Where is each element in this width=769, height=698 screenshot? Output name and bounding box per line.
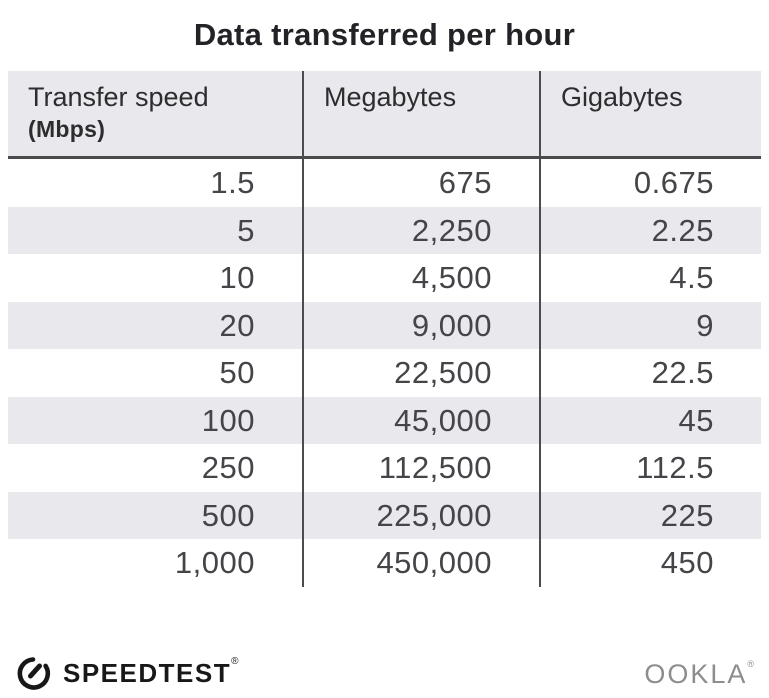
cell-gigabytes: 0.675	[539, 159, 761, 207]
cell-gigabytes: 225	[539, 491, 761, 539]
cell-transfer-speed: 50	[219, 355, 255, 390]
cell-transfer-speed: 100	[201, 402, 255, 438]
header-megabytes: Megabytes	[302, 71, 539, 156]
header-gigabytes-label: Gigabytes	[561, 82, 683, 112]
table-row: 50 22,500 22.5	[8, 349, 761, 397]
cell-gigabytes: 9	[539, 301, 761, 349]
ookla-wordmark: OOKLA	[644, 659, 748, 689]
cell-megabytes: 22,500	[302, 349, 539, 397]
header-transfer-speed-label: Transfer speed	[28, 82, 209, 112]
cell-transfer-speed: 1.5	[210, 165, 255, 200]
page-title: Data transferred per hour	[193, 17, 576, 52]
cell-megabytes: 45,000	[302, 396, 539, 444]
header-megabytes-label: Megabytes	[324, 82, 457, 112]
cell-gigabytes: 4.5	[539, 254, 761, 302]
speedtest-gauge-icon	[17, 657, 51, 690]
cell-transfer-speed: 20	[219, 307, 255, 343]
header-transfer-speed: Transfer speed (Mbps)	[8, 71, 302, 156]
table-row: 20 9,000 9	[8, 301, 761, 349]
cell-gigabytes: 112.5	[539, 444, 761, 492]
table-header-row: Transfer speed (Mbps) Megabytes Gigabyte…	[8, 71, 761, 159]
cell-megabytes: 112,500	[302, 444, 539, 492]
cell-transfer-speed: 5	[237, 212, 255, 248]
cell-megabytes: 9,000	[302, 301, 539, 349]
cell-megabytes: 675	[302, 159, 539, 207]
table-row: 1.5 675 0.675	[8, 159, 761, 207]
cell-transfer-speed: 1,000	[174, 545, 255, 580]
ookla-registered-mark: ®	[747, 659, 754, 669]
data-table: Transfer speed (Mbps) Megabytes Gigabyte…	[8, 71, 761, 587]
ookla-logo: OOKLA®	[644, 659, 754, 690]
table-row: 500 225,000 225	[8, 491, 761, 539]
cell-megabytes: 450,000	[302, 539, 539, 587]
table-body: 1.5 675 0.675 5 2,250 2.25 10 4,500 4.5 …	[8, 159, 761, 587]
speedtest-wordmark: SPEEDTEST	[63, 658, 232, 688]
cell-megabytes: 225,000	[302, 491, 539, 539]
table-row: 250 112,500 112.5	[8, 444, 761, 492]
header-gigabytes: Gigabytes	[539, 71, 761, 156]
table-row: 5 2,250 2.25	[8, 206, 761, 254]
cell-transfer-speed: 500	[201, 497, 255, 533]
table-row: 100 45,000 45	[8, 396, 761, 444]
cell-transfer-speed: 10	[219, 260, 255, 295]
cell-gigabytes: 450	[539, 539, 761, 587]
cell-megabytes: 4,500	[302, 254, 539, 302]
speedtest-registered-mark: ®	[231, 656, 239, 667]
table-row: 1,000 450,000 450	[8, 539, 761, 587]
header-transfer-speed-unit: (Mbps)	[28, 116, 106, 142]
table-row: 10 4,500 4.5	[8, 254, 761, 302]
cell-megabytes: 2,250	[302, 206, 539, 254]
cell-gigabytes: 22.5	[539, 349, 761, 397]
cell-gigabytes: 45	[539, 396, 761, 444]
cell-gigabytes: 2.25	[539, 206, 761, 254]
cell-transfer-speed: 250	[201, 450, 255, 485]
speedtest-logo: SPEEDTEST®	[13, 652, 238, 693]
